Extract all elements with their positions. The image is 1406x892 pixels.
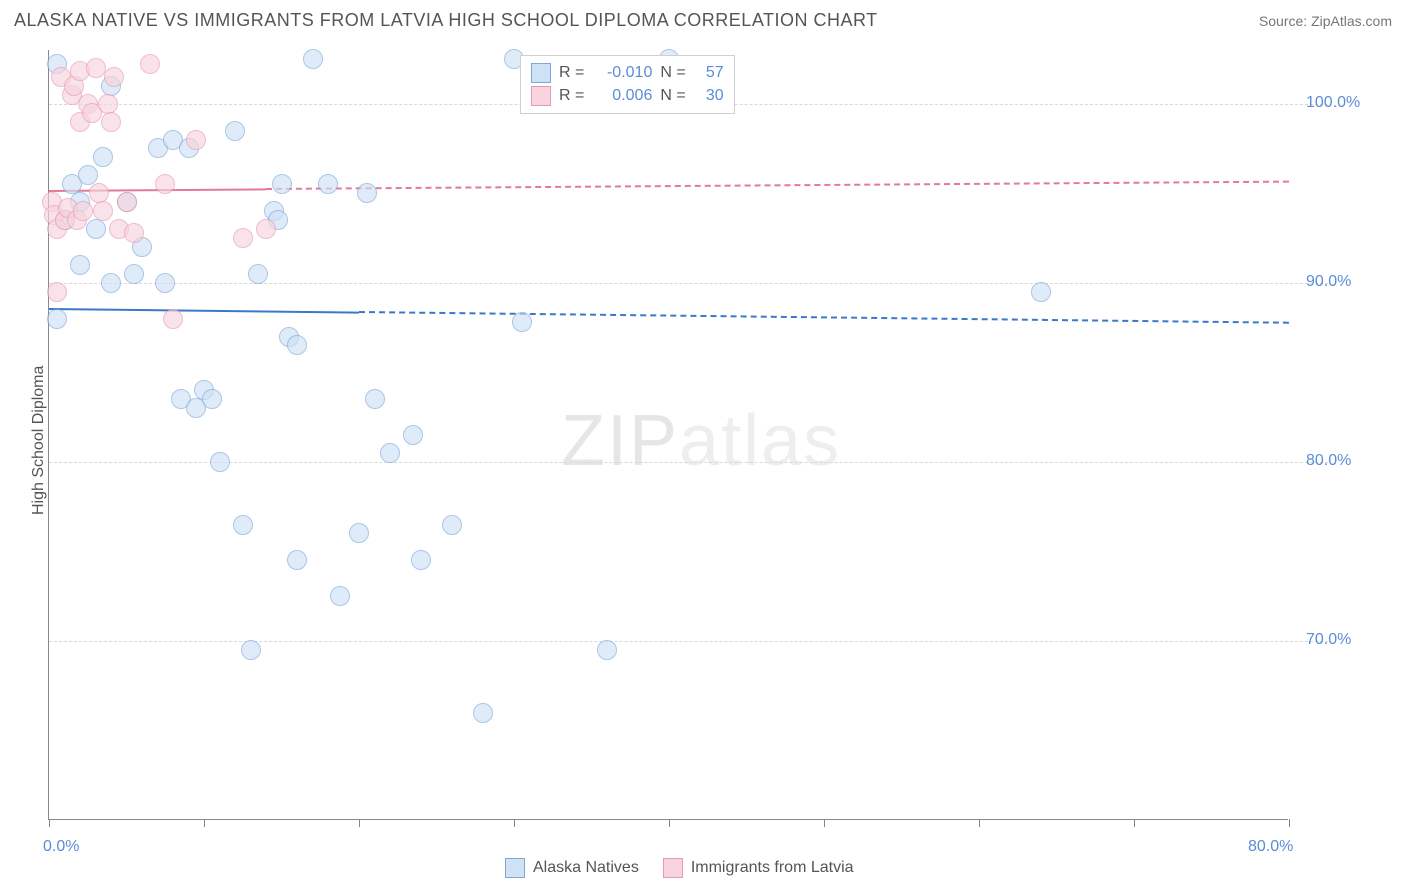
data-point xyxy=(47,309,67,329)
legend-item: Alaska Natives xyxy=(505,858,639,878)
x-tick xyxy=(669,819,670,827)
data-point xyxy=(241,640,261,660)
data-point xyxy=(473,703,493,723)
watermark-bold: ZIP xyxy=(561,401,679,481)
data-point xyxy=(442,515,462,535)
series-legend: Alaska Natives Immigrants from Latvia xyxy=(505,858,854,878)
n-label: N = xyxy=(660,87,685,105)
y-tick-label: 90.0% xyxy=(1306,273,1351,291)
data-point xyxy=(186,130,206,150)
data-point xyxy=(124,223,144,243)
n-label: N = xyxy=(660,64,685,82)
y-tick-label: 70.0% xyxy=(1306,631,1351,649)
gridline xyxy=(49,283,1328,284)
r-label: R = xyxy=(559,87,584,105)
data-point xyxy=(411,550,431,570)
data-point xyxy=(357,183,377,203)
data-point xyxy=(98,94,118,114)
data-point xyxy=(233,515,253,535)
legend-swatch xyxy=(663,858,683,878)
x-tick xyxy=(1134,819,1135,827)
data-point xyxy=(225,121,245,141)
data-point xyxy=(73,201,93,221)
data-point xyxy=(163,309,183,329)
data-point xyxy=(124,264,144,284)
data-point xyxy=(210,452,230,472)
x-tick xyxy=(49,819,50,827)
data-point xyxy=(70,255,90,275)
data-point xyxy=(104,67,124,87)
gridline xyxy=(49,641,1328,642)
data-point xyxy=(89,183,109,203)
data-point xyxy=(233,228,253,248)
data-point xyxy=(380,443,400,463)
data-point xyxy=(155,273,175,293)
correlation-legend: R = -0.010 N = 57 R = 0.006 N = 30 xyxy=(520,55,735,114)
data-point xyxy=(318,174,338,194)
legend-swatch xyxy=(505,858,525,878)
data-point xyxy=(86,58,106,78)
data-point xyxy=(93,147,113,167)
data-point xyxy=(140,54,160,74)
x-tick xyxy=(979,819,980,827)
data-point xyxy=(101,112,121,132)
data-point xyxy=(330,586,350,606)
scatter-plot-area: ZIPatlas xyxy=(48,50,1288,820)
x-tick xyxy=(359,819,360,827)
trend-line-dashed xyxy=(266,181,1289,190)
legend-label: Immigrants from Latvia xyxy=(691,859,854,877)
r-label: R = xyxy=(559,64,584,82)
y-axis-label: High School Diploma xyxy=(30,366,48,515)
data-point xyxy=(117,192,137,212)
trend-line-solid xyxy=(49,308,359,314)
data-point xyxy=(597,640,617,660)
data-point xyxy=(202,389,222,409)
r-value: 0.006 xyxy=(592,87,652,105)
y-tick-label: 100.0% xyxy=(1306,94,1360,112)
legend-swatch xyxy=(531,86,551,106)
trend-line-dashed xyxy=(359,311,1289,324)
data-point xyxy=(155,174,175,194)
x-tick xyxy=(824,819,825,827)
data-point xyxy=(256,219,276,239)
y-tick-label: 80.0% xyxy=(1306,452,1351,470)
legend-item: Immigrants from Latvia xyxy=(663,858,854,878)
x-tick xyxy=(1289,819,1290,827)
data-point xyxy=(403,425,423,445)
n-value: 30 xyxy=(694,87,724,105)
data-point xyxy=(78,165,98,185)
data-point xyxy=(101,273,121,293)
x-tick xyxy=(204,819,205,827)
data-point xyxy=(365,389,385,409)
data-point xyxy=(287,550,307,570)
watermark-light: atlas xyxy=(679,401,841,481)
data-point xyxy=(287,335,307,355)
watermark: ZIPatlas xyxy=(561,400,841,482)
data-point xyxy=(47,282,67,302)
legend-row: R = -0.010 N = 57 xyxy=(531,63,724,83)
data-point xyxy=(512,312,532,332)
data-point xyxy=(248,264,268,284)
x-tick-label: 0.0% xyxy=(43,838,79,856)
data-point xyxy=(272,174,292,194)
x-tick xyxy=(514,819,515,827)
chart-header: ALASKA NATIVE VS IMMIGRANTS FROM LATVIA … xyxy=(14,10,1392,31)
r-value: -0.010 xyxy=(592,64,652,82)
legend-label: Alaska Natives xyxy=(533,859,639,877)
n-value: 57 xyxy=(694,64,724,82)
data-point xyxy=(349,523,369,543)
x-tick-label: 80.0% xyxy=(1248,838,1293,856)
gridline xyxy=(49,462,1328,463)
source-credit: Source: ZipAtlas.com xyxy=(1259,13,1392,29)
legend-swatch xyxy=(531,63,551,83)
data-point xyxy=(93,201,113,221)
legend-row: R = 0.006 N = 30 xyxy=(531,86,724,106)
data-point xyxy=(86,219,106,239)
chart-title: ALASKA NATIVE VS IMMIGRANTS FROM LATVIA … xyxy=(14,10,878,31)
data-point xyxy=(303,49,323,69)
data-point xyxy=(1031,282,1051,302)
